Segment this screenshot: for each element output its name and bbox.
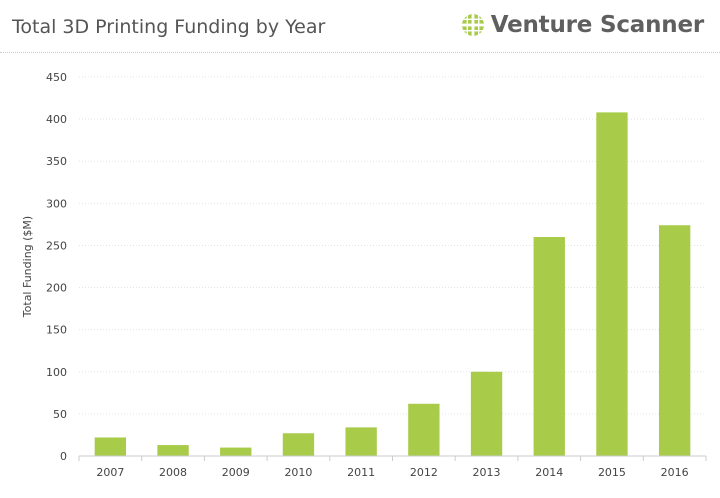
x-tick-label: 2007	[96, 466, 124, 479]
y-tick-label: 450	[46, 71, 67, 84]
bar-2013[interactable]	[470, 371, 503, 456]
y-tick-label: 400	[46, 113, 67, 126]
bar-2011[interactable]	[345, 427, 377, 456]
brand-name: Venture Scanner	[490, 12, 704, 38]
y-axis-ticks: 0 50 100 150 200 250 300 350 400 450	[46, 71, 67, 463]
y-tick-label: 200	[46, 282, 67, 295]
bar-2014[interactable]	[533, 237, 565, 456]
y-tick-label: 50	[53, 408, 67, 421]
bar-2012[interactable]	[408, 403, 440, 456]
bars	[94, 112, 691, 456]
bar-2016[interactable]	[658, 225, 691, 456]
y-tick-label: 100	[46, 366, 67, 379]
y-tick-label: 0	[60, 450, 67, 463]
venture-scanner-logo-icon	[461, 14, 484, 36]
x-tick-label: 2011	[347, 466, 375, 479]
x-tick-label: 2012	[410, 466, 438, 479]
bar-2009[interactable]	[220, 447, 252, 456]
bar-2008[interactable]	[157, 445, 189, 456]
bar-2015[interactable]	[596, 112, 628, 456]
chart-title: Total 3D Printing Funding by Year	[12, 16, 326, 38]
x-tick-label: 2009	[222, 466, 250, 479]
x-tick-label: 2010	[284, 466, 312, 479]
y-tick-label: 300	[46, 197, 67, 210]
y-axis-title: Total Funding ($M)	[21, 216, 34, 318]
brand-logo: Venture Scanner	[461, 12, 704, 38]
x-tick-label: 2015	[598, 466, 626, 479]
bar-2010[interactable]	[282, 433, 315, 456]
x-tick-label: 2013	[473, 466, 501, 479]
y-tick-label: 150	[46, 324, 67, 337]
x-tick-label: 2008	[159, 466, 187, 479]
x-tick-label: 2016	[661, 466, 689, 479]
x-axis-ticks: 2007 2008 2009 2010 2011 2012 2013 2014 2015 2016	[78, 456, 707, 479]
header-divider	[0, 52, 720, 53]
bar-2007[interactable]	[94, 437, 127, 456]
y-tick-label: 250	[46, 239, 67, 252]
x-tick-label: 2014	[535, 466, 563, 479]
y-tick-label: 350	[46, 155, 67, 168]
